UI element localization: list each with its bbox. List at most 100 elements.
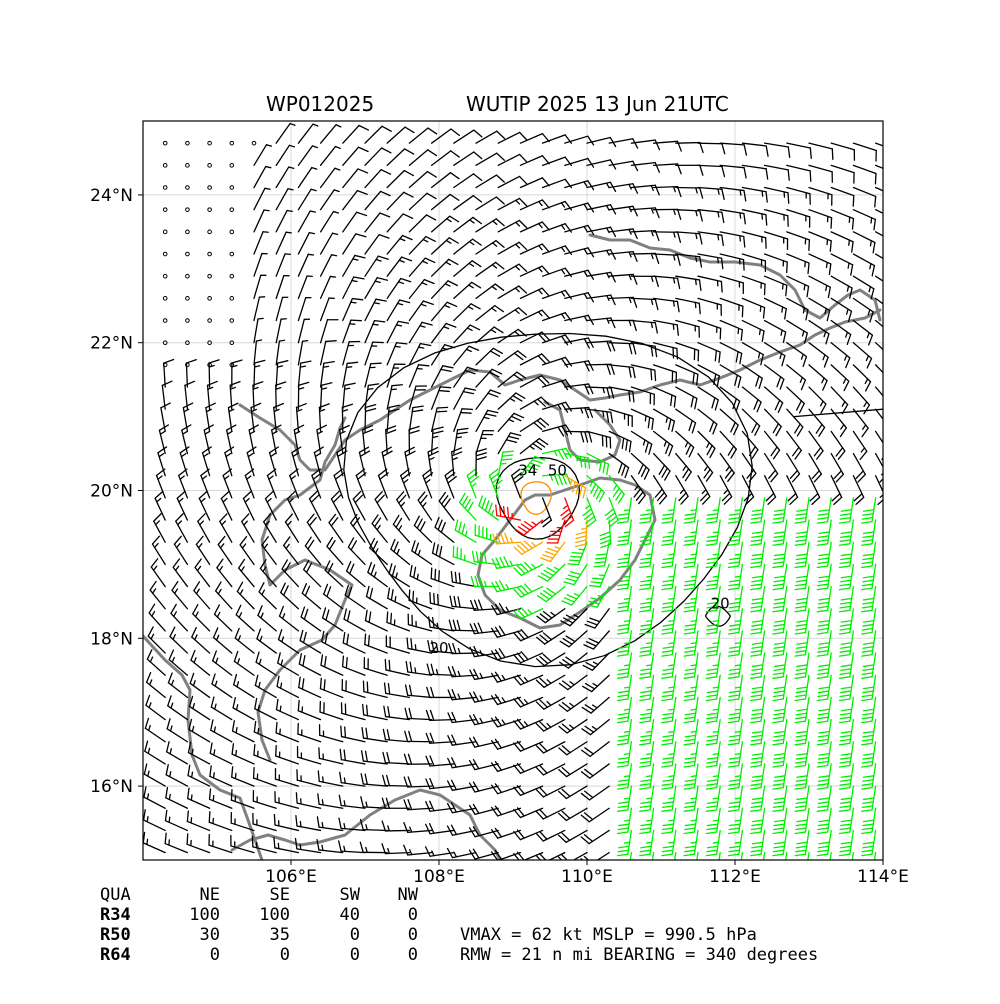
contour-label: 20 — [711, 595, 730, 613]
wind-barb — [365, 278, 387, 299]
wind-barb — [706, 742, 720, 767]
wind-barb — [609, 320, 636, 330]
wind-barb — [321, 320, 338, 343]
wind-barb — [684, 609, 698, 634]
calm-marker — [208, 297, 212, 301]
wind-barb — [773, 808, 787, 833]
wind-barb — [470, 804, 499, 814]
lon-tick-label: 110°E — [561, 867, 613, 887]
wind-barb — [795, 587, 809, 612]
lon-tick-label: 108°E — [413, 867, 465, 887]
wind-barb — [720, 232, 745, 247]
wind-barb — [862, 609, 876, 634]
wind-barb — [190, 673, 209, 697]
wind-barb — [536, 697, 564, 709]
wind-barb — [618, 742, 632, 767]
wind-barb — [254, 167, 271, 188]
wind-barb — [684, 808, 698, 833]
wind-barb — [470, 827, 499, 837]
wind-barb — [435, 518, 454, 543]
wind-barb — [676, 409, 696, 433]
wind-barb — [254, 275, 266, 298]
wind-barb — [640, 609, 654, 634]
wind-barb — [831, 188, 854, 207]
wind-barb — [154, 514, 165, 542]
wind-barb — [765, 431, 780, 458]
wind-barb — [259, 583, 276, 609]
wind-barb — [831, 165, 854, 183]
calm-marker — [230, 141, 234, 145]
wind-barb — [618, 587, 632, 612]
wind-barb — [862, 631, 876, 656]
wind-barb — [343, 255, 365, 276]
wind-barb — [254, 297, 265, 321]
wind-barb — [742, 409, 759, 435]
wind-barb — [787, 143, 811, 158]
calm-marker — [230, 230, 234, 234]
wind-barb — [618, 808, 632, 833]
wind-barb — [343, 342, 360, 365]
wind-barb — [298, 233, 314, 254]
wind-barb — [448, 758, 476, 768]
wind-barb — [217, 559, 232, 586]
calm-marker — [208, 252, 212, 256]
wind-barb — [432, 129, 460, 143]
wind-barb — [277, 676, 298, 697]
wind-barb — [765, 454, 778, 482]
calm-marker — [186, 274, 190, 278]
wind-barb — [640, 697, 654, 722]
wind-barb — [795, 786, 809, 811]
wind-barb — [279, 630, 299, 653]
wind-barb — [559, 830, 587, 842]
wind-barb — [559, 786, 587, 798]
wind-barb — [698, 276, 722, 292]
wind-barb — [698, 387, 718, 410]
calm-marker — [163, 274, 167, 278]
wind-barb — [773, 786, 787, 811]
wind-barb — [543, 335, 572, 345]
wind-barb — [662, 542, 676, 567]
wind-barb — [840, 609, 854, 634]
wind-barb — [765, 298, 787, 319]
wind-barb — [310, 491, 321, 520]
wind-barb — [151, 559, 165, 587]
wind-barb — [817, 808, 831, 833]
wind-barb — [684, 697, 698, 722]
wind-barb — [234, 652, 254, 676]
wind-barb — [536, 742, 565, 753]
wind-barb — [233, 698, 254, 720]
wind-barb — [343, 277, 364, 298]
wind-barb — [498, 220, 526, 231]
wind-barb — [853, 387, 869, 414]
wind-barb — [514, 652, 543, 663]
wind-barb — [618, 653, 632, 678]
wind-barb — [751, 675, 765, 700]
wind-barb — [343, 656, 365, 675]
wind-barb — [321, 212, 339, 232]
wind-barb — [187, 811, 209, 830]
wind-barb — [454, 388, 476, 409]
wind-barb — [409, 172, 436, 188]
wind-barb — [476, 219, 504, 232]
calm-marker — [208, 230, 212, 234]
wind-barb — [320, 725, 343, 742]
calm-marker — [230, 164, 234, 168]
wind-barb — [876, 365, 893, 391]
wind-barb — [654, 387, 676, 407]
wind-barb — [221, 491, 231, 520]
wind-barb — [454, 217, 482, 231]
wind-barb — [165, 833, 187, 852]
wind-barb — [476, 284, 504, 298]
wind-barb — [460, 493, 476, 520]
calm-marker — [230, 297, 234, 301]
wind-barb — [498, 433, 520, 454]
wind-barb — [454, 261, 481, 276]
wind-barb — [236, 605, 254, 631]
wind-barb — [298, 211, 315, 232]
wind-barb — [662, 808, 676, 833]
wind-barb — [448, 780, 476, 790]
wind-barb — [662, 498, 676, 523]
wind-barb — [280, 606, 299, 631]
wind-barb — [840, 742, 854, 767]
